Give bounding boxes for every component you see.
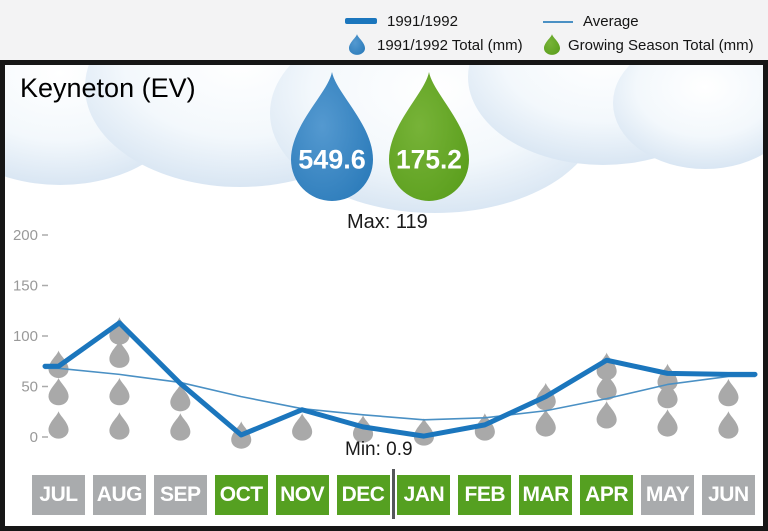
month-button-feb[interactable]: FEB bbox=[458, 475, 512, 515]
min-label: Min: 0.9 bbox=[345, 439, 413, 460]
legend-label-1991-1992: 1991/1992 bbox=[387, 13, 458, 30]
month-button-nov[interactable]: NOV bbox=[275, 475, 329, 515]
y-tick-label-200: 200 bbox=[13, 227, 38, 244]
rain-drop-marker bbox=[109, 377, 130, 406]
legend-label-annual-total: 1991/1992 Total (mm) bbox=[377, 37, 523, 54]
rainfall-chart: 0 50 100 150 200 bbox=[13, 227, 758, 449]
rain-drop-marker bbox=[109, 412, 130, 440]
month-button-jan[interactable]: JAN bbox=[397, 475, 451, 515]
y-tick-label-0: 0 bbox=[30, 429, 38, 446]
green-drop-icon bbox=[544, 34, 560, 55]
rainfall-panel: Keyneton (EV) 549.6 175.2 Max: 119 0 50 10… bbox=[0, 60, 768, 531]
month-button-jul[interactable]: JUL bbox=[32, 475, 85, 515]
season-divider bbox=[392, 469, 395, 519]
series-average-line bbox=[44, 367, 756, 421]
legend-label-growing-season-total: Growing Season Total (mm) bbox=[568, 37, 754, 54]
rain-drop-marker bbox=[657, 409, 678, 437]
y-tick-label-100: 100 bbox=[13, 328, 38, 345]
annual-total-value: 549.6 bbox=[298, 144, 366, 175]
rain-drop-marker bbox=[48, 377, 69, 406]
max-label: Max: 119 bbox=[347, 211, 428, 233]
rain-drop-marker bbox=[596, 400, 617, 429]
month-button-apr[interactable]: APR bbox=[580, 475, 634, 515]
rain-drop-marker bbox=[109, 340, 130, 368]
y-tick-label-50: 50 bbox=[21, 379, 38, 396]
rain-drop-marker bbox=[718, 411, 739, 439]
growing-season-total-drop: 175.2 bbox=[389, 72, 469, 201]
series-average-line-swatch bbox=[543, 21, 573, 23]
series-1991-1992-line bbox=[42, 320, 758, 439]
month-button-sep[interactable]: SEP bbox=[153, 475, 207, 515]
growing-season-total-value: 175.2 bbox=[396, 144, 462, 174]
station-title: Keyneton (EV) bbox=[20, 73, 196, 103]
rain-drop-marker bbox=[413, 418, 434, 446]
month-button-jun[interactable]: JUN bbox=[701, 475, 755, 515]
rain-drop-marker bbox=[535, 409, 556, 437]
annual-total-drop: 549.6 bbox=[291, 72, 373, 201]
month-button-dec[interactable]: DEC bbox=[336, 475, 390, 515]
month-button-may[interactable]: MAY bbox=[641, 475, 694, 515]
legend-label-average: Average bbox=[583, 13, 639, 30]
y-tick-label-150: 150 bbox=[13, 278, 38, 295]
series-1991-1992-line-swatch bbox=[345, 18, 377, 24]
month-button-aug[interactable]: AUG bbox=[92, 475, 146, 515]
blue-drop-icon bbox=[349, 34, 365, 55]
rain-drop-marker bbox=[48, 411, 69, 439]
month-button-oct[interactable]: OCT bbox=[214, 475, 268, 515]
rain-drop-marker bbox=[292, 413, 313, 441]
rain-drop-marker bbox=[170, 413, 191, 441]
month-button-mar[interactable]: MAR bbox=[519, 475, 573, 515]
rain-drop-marker bbox=[718, 378, 739, 407]
legend-bar: 1991/1992 Average 1991/1992 Total (mm) G… bbox=[0, 0, 768, 60]
